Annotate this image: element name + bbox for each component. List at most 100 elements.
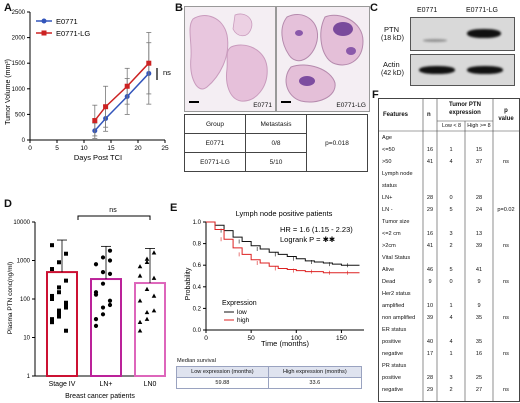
feature-high: 24 — [475, 207, 483, 213]
data-point — [64, 251, 68, 256]
plasma-x-label: Breast cancer patients — [65, 393, 135, 400]
x-tick-label: 25 — [161, 145, 169, 152]
data-point — [50, 317, 54, 322]
y-tick-label: 0 — [22, 138, 26, 144]
feature-label: LN+ — [382, 195, 393, 201]
bar-0 — [46, 271, 78, 377]
feature-label: ER status — [382, 327, 407, 333]
x-tick-label: 50 — [248, 335, 256, 342]
survival-y-label: Probability — [185, 267, 192, 300]
x-tick-label: 100 — [291, 335, 302, 342]
col-low: Low < 8 — [441, 123, 462, 129]
legend-low: low — [237, 309, 247, 316]
feature-p: ns — [503, 243, 509, 249]
category-label: Stage IV — [49, 381, 76, 388]
feature-n: 29 — [426, 207, 434, 213]
data-point — [107, 271, 113, 276]
feature-label: positive — [382, 375, 401, 381]
data-point — [144, 286, 150, 291]
data-point — [137, 319, 143, 324]
feature-low: 3 — [449, 375, 453, 381]
feature-label: non amplified — [382, 315, 416, 321]
median-low-value: 59.88 — [176, 377, 269, 389]
table-cell: 0/8 — [245, 133, 307, 153]
data-point — [107, 302, 113, 308]
feature-label: Dead — [382, 279, 396, 285]
tumor-volume-x-label: Days Post TCI — [74, 153, 122, 162]
feature-high: 25 — [475, 375, 483, 381]
panel-label-d: D — [4, 198, 12, 210]
ns-bracket — [77, 215, 151, 220]
panel-label-c: C — [370, 2, 378, 14]
median-high-value: 33.6 — [267, 377, 363, 389]
tumor-volume-legend: E0771 E0771-LG — [36, 17, 90, 38]
feature-p: ns — [503, 315, 509, 321]
y-tick-label: 0.4 — [193, 285, 202, 291]
blot-label-actin: Actin — [383, 60, 400, 69]
table-header-metastasis: Metastasis — [245, 114, 307, 134]
feature-low: 0 — [449, 279, 453, 285]
data-point — [93, 317, 99, 322]
panel-label-a: A — [4, 2, 12, 14]
y-tick-label: 100 — [20, 297, 31, 303]
feature-high: 16 — [475, 351, 483, 357]
feature-n: 16 — [426, 147, 434, 153]
median-survival-title: Median survival — [177, 358, 216, 364]
feature-high: 39 — [475, 243, 483, 249]
data-point — [100, 269, 106, 275]
western-blot-ptn — [410, 17, 515, 51]
category-label: LN+ — [99, 381, 112, 388]
feature-low: 5 — [449, 267, 453, 273]
blot-label-ptn-size: (18 kD) — [381, 35, 404, 42]
col-n: n — [427, 112, 431, 118]
y-tick-label: 0.6 — [193, 263, 202, 269]
x-tick-label: 5 — [55, 145, 59, 152]
feature-high: 37 — [475, 159, 483, 165]
x-tick-label: 10 — [80, 145, 88, 152]
data-point — [100, 281, 106, 286]
y-tick-label: 1 — [27, 374, 31, 380]
clinical-table: Features n Tumor PTN expression Low < 8 … — [378, 98, 520, 402]
feature-label: amplified — [382, 303, 405, 309]
y-tick-label: 0.8 — [193, 242, 202, 248]
data-point — [50, 267, 54, 272]
y-tick-label: 1000 — [17, 259, 31, 265]
feature-low: 2 — [449, 243, 453, 249]
histology-image-e0771: E0771 — [184, 6, 276, 112]
y-tick-label: 0.2 — [193, 306, 202, 312]
legend-high: high — [237, 317, 250, 324]
feature-label: <=2 cm — [382, 231, 401, 237]
survival-logrank: Logrank P = ✱✱ — [280, 235, 335, 244]
table-cell: E0771 — [184, 133, 246, 153]
feature-low: 4 — [449, 315, 453, 321]
data-point — [103, 104, 109, 110]
legend-e0771: E0771 — [56, 17, 78, 26]
data-point — [146, 60, 152, 66]
data-point — [151, 308, 157, 313]
y-tick-label: 10 — [23, 336, 30, 342]
data-point — [137, 298, 143, 303]
data-point — [57, 308, 61, 313]
scale-bar — [281, 101, 291, 103]
metastasis-pvalue: p=0.018 — [306, 114, 368, 172]
data-point — [137, 264, 143, 269]
data-point — [107, 248, 113, 253]
data-point — [57, 285, 61, 290]
data-point — [64, 305, 68, 310]
feature-n: 41 — [426, 159, 434, 165]
survival-curve-high — [206, 221, 360, 274]
data-point — [50, 243, 54, 248]
data-point — [137, 273, 143, 278]
median-survival-table: Low expression (months) High expression … — [176, 366, 363, 389]
scale-bar — [189, 101, 199, 103]
data-point — [64, 300, 68, 305]
survival-chart: Lymph node positive patients HR = 1.6 (1… — [185, 209, 364, 348]
data-point — [93, 290, 99, 295]
feature-label: Age — [382, 135, 392, 141]
data-point — [50, 320, 54, 325]
feature-n: 16 — [426, 231, 434, 237]
feature-low: 2 — [449, 387, 453, 393]
y-tick-label: 2000 — [12, 36, 26, 42]
feature-high: 9 — [477, 279, 481, 285]
data-point — [151, 293, 157, 298]
